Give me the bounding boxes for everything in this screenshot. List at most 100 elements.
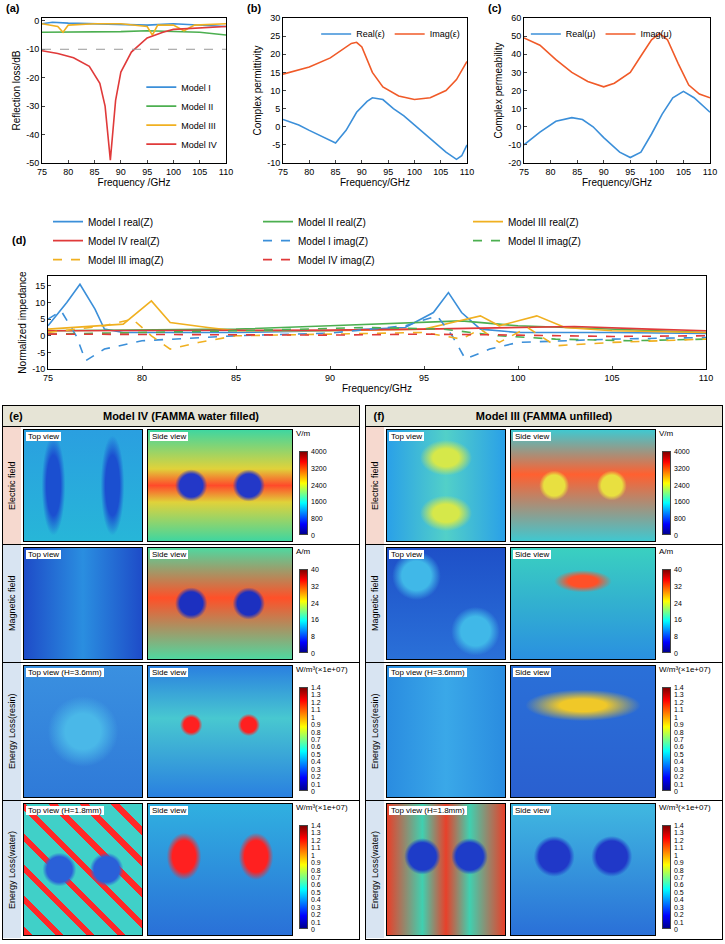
svg-text:Model IV imag(Z): Model IV imag(Z): [298, 255, 375, 266]
svg-text:90: 90: [325, 373, 335, 383]
html-text:Electric field: Electric field: [7, 461, 17, 510]
svg-text:-10: -10: [267, 158, 280, 168]
svg-text:75: 75: [37, 167, 47, 177]
svg-text:80: 80: [304, 167, 314, 177]
html-text:Model IV (FAMMA water filled): Model IV (FAMMA water filled): [103, 410, 259, 422]
svg-text:-10: -10: [32, 364, 45, 374]
svg-text:75: 75: [519, 167, 529, 177]
svg-text:-40: -40: [26, 130, 39, 140]
svg-text:85: 85: [331, 167, 341, 177]
svg-text:Imag(μ): Imag(μ): [641, 29, 672, 39]
svg-text:0: 0: [275, 122, 280, 132]
svg-text:105: 105: [676, 167, 691, 177]
svg-text:Reflection loss/dB: Reflection loss/dB: [11, 50, 22, 130]
html-text:Energy Loss(resin): Energy Loss(resin): [7, 693, 17, 770]
html-text:(f): (f): [373, 410, 385, 422]
svg-text:105: 105: [433, 167, 448, 177]
html-text:(e): (e): [9, 410, 23, 422]
svg-text:85: 85: [231, 373, 241, 383]
svg-text:0: 0: [34, 16, 39, 26]
svg-text:Model II: Model II: [181, 102, 213, 112]
svg-text:110: 110: [699, 373, 713, 383]
svg-text:80: 80: [63, 167, 73, 177]
html-text:Magnetic field: Magnetic field: [370, 575, 380, 632]
svg-text:85: 85: [90, 167, 100, 177]
svg-text:10: 10: [270, 86, 280, 96]
svg-text:20: 20: [511, 86, 521, 96]
svg-text:95: 95: [383, 167, 393, 177]
svg-text:10: 10: [35, 298, 45, 308]
svg-text:30: 30: [270, 13, 280, 23]
svg-text:Model III imag(Z): Model III imag(Z): [88, 255, 164, 266]
svg-text:75: 75: [278, 167, 288, 177]
svg-text:Frequency/GHz: Frequency/GHz: [340, 177, 410, 188]
svg-text:-30: -30: [26, 101, 39, 111]
svg-text:Normalized impedance: Normalized impedance: [17, 271, 28, 374]
svg-text:-50: -50: [26, 158, 39, 168]
svg-text:30: 30: [511, 68, 521, 78]
svg-text:10: 10: [511, 104, 521, 114]
svg-text:0: 0: [516, 122, 521, 132]
svg-text:105: 105: [192, 167, 207, 177]
svg-text:-5: -5: [272, 140, 280, 150]
svg-text:Model I imag(Z): Model I imag(Z): [298, 236, 368, 247]
svg-text:105: 105: [604, 373, 619, 383]
svg-text:5: 5: [40, 314, 45, 324]
svg-text:(c): (c): [488, 2, 502, 14]
svg-text:15: 15: [35, 281, 45, 291]
svg-text:95: 95: [419, 373, 429, 383]
svg-text:110: 110: [219, 167, 233, 177]
svg-text:Frequency /GHz: Frequency /GHz: [98, 177, 171, 188]
svg-text:Model II real(Z): Model II real(Z): [298, 217, 366, 228]
svg-text:(d): (d): [12, 234, 26, 246]
svg-text:110: 110: [703, 167, 717, 177]
svg-text:80: 80: [546, 167, 556, 177]
svg-text:Model IV: Model IV: [181, 140, 217, 150]
svg-text:-20: -20: [508, 158, 521, 168]
svg-text:40: 40: [511, 49, 521, 59]
svg-text:Imag(ε): Imag(ε): [430, 29, 460, 39]
svg-text:15: 15: [270, 68, 280, 78]
svg-text:(b): (b): [247, 2, 261, 14]
svg-text:Real(μ): Real(μ): [566, 29, 596, 39]
svg-text:20: 20: [270, 49, 280, 59]
svg-text:Complex permeability: Complex permeability: [493, 42, 504, 138]
svg-text:100: 100: [166, 167, 181, 177]
svg-text:-5: -5: [37, 348, 45, 358]
svg-text:5: 5: [275, 104, 280, 114]
svg-text:Real(ε): Real(ε): [356, 29, 385, 39]
svg-text:Complex permittivity: Complex permittivity: [252, 45, 263, 135]
svg-text:Model I: Model I: [181, 83, 211, 93]
html-text:Energy Loss(water): Energy Loss(water): [7, 830, 17, 909]
svg-text:Model I real(Z): Model I real(Z): [88, 217, 153, 228]
svg-text:90: 90: [599, 167, 609, 177]
svg-text:(a): (a): [6, 2, 20, 14]
svg-text:95: 95: [142, 167, 152, 177]
svg-text:Frequency/GHz: Frequency/GHz: [582, 177, 652, 188]
svg-text:Model IV real(Z): Model IV real(Z): [88, 236, 160, 247]
svg-text:0: 0: [40, 331, 45, 341]
svg-text:110: 110: [460, 167, 474, 177]
svg-text:85: 85: [572, 167, 582, 177]
svg-text:-10: -10: [26, 44, 39, 54]
svg-text:90: 90: [357, 167, 367, 177]
svg-text:90: 90: [116, 167, 126, 177]
svg-text:100: 100: [407, 167, 422, 177]
svg-text:Model II imag(Z): Model II imag(Z): [508, 236, 581, 247]
html-text:Model III (FAMMA unfilled): Model III (FAMMA unfilled): [475, 410, 613, 422]
svg-text:100: 100: [510, 373, 525, 383]
svg-text:Model III real(Z): Model III real(Z): [508, 217, 579, 228]
svg-text:Model III: Model III: [181, 121, 216, 131]
svg-text:80: 80: [137, 373, 147, 383]
svg-text:-10: -10: [508, 140, 521, 150]
svg-text:Frequency/GHz: Frequency/GHz: [342, 383, 412, 394]
svg-text:100: 100: [649, 167, 664, 177]
svg-text:95: 95: [625, 167, 635, 177]
svg-text:50: 50: [511, 31, 521, 41]
html-text:Electric field: Electric field: [370, 461, 380, 510]
html-text:Magnetic field: Magnetic field: [7, 575, 17, 632]
svg-text:60: 60: [511, 13, 521, 23]
svg-text:25: 25: [270, 31, 280, 41]
svg-text:75: 75: [43, 373, 53, 383]
svg-text:-20: -20: [26, 73, 39, 83]
